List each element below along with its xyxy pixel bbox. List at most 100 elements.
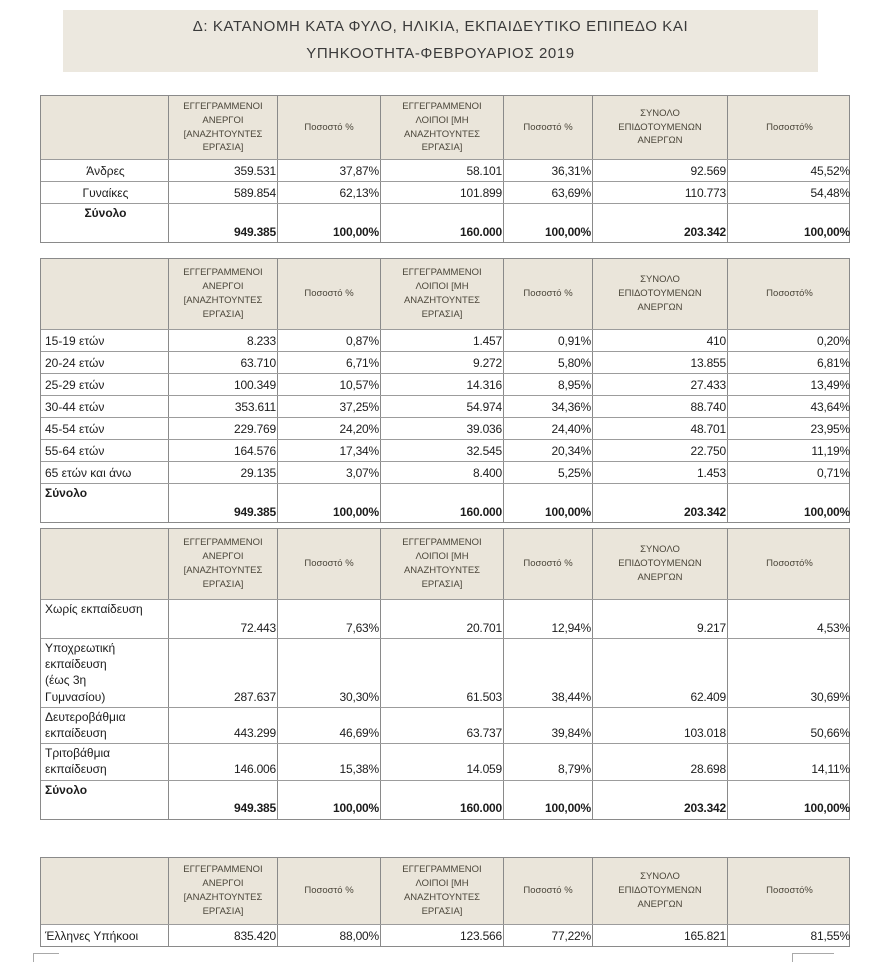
header-cell: Ποσοστό %	[503, 858, 592, 924]
value-cell: 0,91%	[503, 330, 592, 351]
value-cell: 54.974	[380, 396, 503, 417]
row-label-cell: Υποχρεωτική εκπαίδευση (έως 3η Γυμνασίου…	[45, 641, 116, 704]
value-cell: 287.637	[168, 639, 277, 707]
value-cell: 24,40%	[503, 418, 592, 439]
value-cell: 6,81%	[727, 352, 851, 373]
header-cell: Ποσοστό%	[727, 858, 851, 924]
value-cell: 164.576	[168, 440, 277, 461]
row-label-cell: Γυναίκες	[82, 185, 129, 200]
table-by-age: ΕΓΓΕΓΡΑΜΜΕΝΟΙ ΑΝΕΡΓΟΙ [ΑΝΑΖΗΤΟΥΝΤΕΣ ΕΡΓΑ…	[40, 258, 850, 523]
row-label-cell: Δευτεροβάθμια εκπαίδευση	[45, 709, 126, 740]
next-table-corner-mark-right	[792, 953, 834, 962]
value-cell: 101.899	[380, 182, 503, 204]
row-label-cell: Σύνολο	[84, 206, 127, 221]
value-cell: 229.769	[168, 418, 277, 439]
header-cell: ΣΥΝΟΛΟ ΕΠΙΔΟΤΟΥΜΕΝΩΝ ΑΝΕΡΓΩΝ	[592, 858, 727, 924]
value-cell: 20.701	[380, 600, 503, 638]
value-cell: 203.342	[592, 780, 727, 819]
value-cell: 1.457	[380, 330, 503, 351]
value-cell: 949.385	[168, 780, 277, 819]
row-label-cell: 15-19 ετών	[45, 333, 105, 348]
value-cell: 77,22%	[503, 925, 592, 946]
value-cell: 23,95%	[727, 418, 851, 439]
value-cell: 24,20%	[277, 418, 380, 439]
value-cell: 28.698	[592, 744, 727, 780]
value-cell: 5,25%	[503, 462, 592, 483]
value-cell: 10,57%	[277, 374, 380, 395]
value-cell: 43,64%	[727, 396, 851, 417]
header-cell: Ποσοστό %	[503, 259, 592, 329]
value-cell: 88.740	[592, 396, 727, 417]
value-cell: 100,00%	[727, 780, 851, 819]
table-row: 20-24 ετών 63.710 6,71% 9.272 5,80% 13.855 6,8…	[41, 351, 851, 373]
value-cell: 165.821	[592, 925, 727, 946]
value-cell: 34,36%	[503, 396, 592, 417]
header-cell: Ποσοστό %	[503, 96, 592, 160]
value-cell: 13.855	[592, 352, 727, 373]
value-cell: 63.737	[380, 707, 503, 744]
value-cell: 38,44%	[503, 639, 592, 707]
table-header-row: ΕΓΓΕΓΡΑΜΜΕΝΟΙ ΑΝΕΡΓΟΙ [ΑΝΑΖΗΤΟΥΝΤΕΣ ΕΡΓΑ…	[41, 259, 849, 329]
value-cell: 203.342	[592, 204, 727, 243]
value-cell: 14.316	[380, 374, 503, 395]
row-label-cell: Άνδρες	[86, 163, 125, 178]
header-cell: Ποσοστό %	[277, 529, 380, 599]
header-cell: ΕΓΓΕΓΡΑΜΜΕΝΟΙ ΑΝΕΡΓΟΙ [ΑΝΑΖΗΤΟΥΝΤΕΣ ΕΡΓΑ…	[168, 96, 277, 160]
value-cell: 100,00%	[277, 204, 380, 243]
table-row: 55-64 ετών 164.576 17,34% 32.545 20,34% 22.75…	[41, 439, 851, 461]
table-row: Άνδρες 359.531 37,87% 58.101 36,31% 92.569 45,…	[41, 159, 850, 182]
value-cell: 58.101	[380, 160, 503, 182]
document-title: Δ: ΚΑΤΑΝΟΜΗ ΚΑΤΑ ΦΥΛΟ, ΗΛΙΚΙΑ, ΕΚΠΑΙΔΕΥΤ…	[63, 10, 818, 72]
header-cell: Ποσοστό%	[727, 96, 851, 160]
header-cell: ΕΓΓΕΓΡΑΜΜΕΝΟΙ ΛΟΙΠΟΙ [ΜΗ ΑΝΑΖΗΤΟΥΝΤΕΣ ΕΡ…	[380, 858, 503, 924]
header-cell: Ποσοστό %	[277, 259, 380, 329]
value-cell: 20,34%	[503, 440, 592, 461]
header-cell: Ποσοστό %	[503, 529, 592, 599]
table-row: Γυναίκες 589.854 62,13% 101.899 63,69% 110.77…	[41, 181, 851, 204]
table-total-row: Σύνολο 949.385 100,00% 160.000 100,00% 203.34…	[41, 483, 850, 522]
value-cell: 36,31%	[503, 160, 592, 182]
value-cell: 835.420	[168, 925, 277, 946]
row-label-cell: 45-54 ετών	[45, 421, 105, 436]
value-cell: 72.443	[168, 600, 277, 638]
value-cell: 11,19%	[727, 440, 851, 461]
header-cell-row-label	[41, 96, 168, 159]
value-cell: 6,71%	[277, 352, 380, 373]
value-cell: 29.135	[168, 462, 277, 483]
value-cell: 0,20%	[727, 330, 851, 351]
row-label-cell: 55-64 ετών	[45, 443, 105, 458]
header-cell: Ποσοστό%	[727, 259, 851, 329]
row-label-cell: Σύνολο	[45, 782, 88, 797]
table-total-row: Σύνολο 949.385 100,00% 160.000 100,00% 203.34…	[41, 779, 851, 819]
value-cell: 0,71%	[727, 462, 851, 483]
header-cell-row-label	[41, 259, 168, 329]
value-cell: 123.566	[380, 925, 503, 946]
row-label-cell: Χωρίς εκπαίδευση	[45, 602, 143, 616]
value-cell: 54,48%	[727, 182, 851, 204]
value-cell: 17,34%	[277, 440, 380, 461]
table-row: Χωρίς εκπαίδευση 72.443 7,63% 20.701 12,94% 9…	[41, 599, 850, 638]
document-title-line-2: ΥΠΗΚΟΟΤΗΤΑ-ΦΕΒΡΟΥΑΡΙΟΣ 2019	[306, 45, 575, 62]
value-cell: 9.272	[380, 352, 503, 373]
table-by-education: ΕΓΓΕΓΡΑΜΜΕΝΟΙ ΑΝΕΡΓΟΙ [ΑΝΑΖΗΤΟΥΝΤΕΣ ΕΡΓΑ…	[40, 528, 850, 820]
value-cell: 203.342	[592, 484, 727, 522]
value-cell: 0,87%	[277, 330, 380, 351]
value-cell: 12,94%	[503, 600, 592, 638]
row-label-cell: Τριτοβάθμια εκπαίδευση	[45, 746, 111, 777]
header-cell-row-label	[41, 529, 168, 599]
value-cell: 5,80%	[503, 352, 592, 373]
value-cell: 61.503	[380, 639, 503, 707]
table-row: 25-29 ετών 100.349 10,57% 14.316 8,95% 27.433…	[41, 373, 850, 395]
value-cell: 359.531	[168, 160, 277, 182]
value-cell: 92.569	[592, 160, 727, 182]
row-label-cell: Σύνολο	[45, 486, 88, 500]
value-cell: 589.854	[168, 182, 277, 204]
header-cell: Ποσοστό%	[727, 529, 851, 599]
row-label-cell: Έλληνες Υπήκοοι	[45, 928, 139, 943]
table-header-row: ΕΓΓΕΓΡΑΜΜΕΝΟΙ ΑΝΕΡΓΟΙ [ΑΝΑΖΗΤΟΥΝΤΕΣ ΕΡΓΑ…	[41, 529, 849, 599]
value-cell: 9.217	[592, 600, 727, 638]
header-cell: ΕΓΓΕΓΡΑΜΜΕΝΟΙ ΛΟΙΠΟΙ [ΜΗ ΑΝΑΖΗΤΟΥΝΤΕΣ ΕΡ…	[380, 259, 503, 329]
table-row: Έλληνες Υπήκοοι 835.420 88,00% 123.566 77,22…	[41, 924, 850, 946]
value-cell: 100,00%	[277, 780, 380, 819]
value-cell: 100.349	[168, 374, 277, 395]
